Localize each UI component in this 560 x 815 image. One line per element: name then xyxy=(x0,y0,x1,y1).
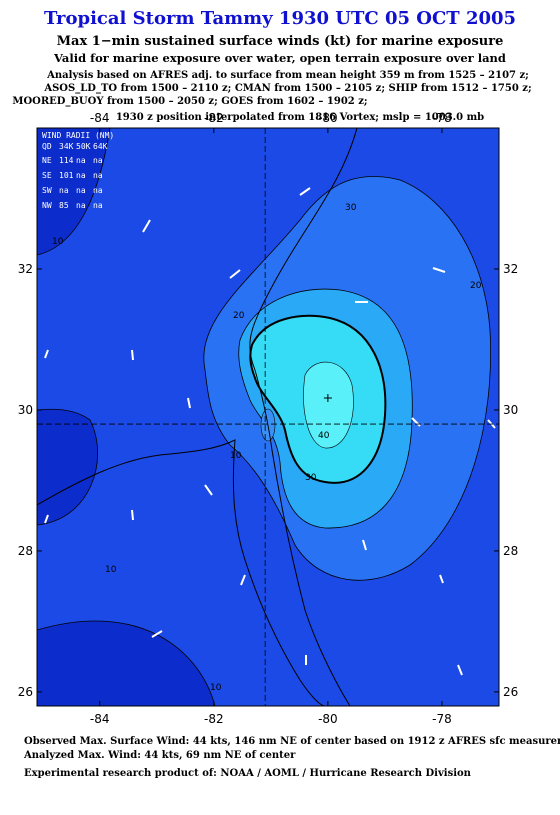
contour-label: 10 xyxy=(230,451,242,461)
coastline xyxy=(249,128,358,706)
wind-barb xyxy=(151,630,163,638)
wind-barb xyxy=(432,267,446,273)
wind-barb xyxy=(299,187,311,196)
wind-barb xyxy=(187,397,191,409)
contour-label: 20 xyxy=(233,311,245,321)
wind-barb xyxy=(131,349,134,361)
lat-tick-label: 32 xyxy=(18,262,33,276)
valid-note: Valid for marine exposure over water, op… xyxy=(53,51,506,65)
map-frame xyxy=(36,127,500,707)
contour-label: 20 xyxy=(470,281,482,291)
wind-radii-header: 64K xyxy=(93,142,108,151)
wind-barb xyxy=(44,514,49,524)
lon-tick-label: -82 xyxy=(204,712,224,726)
lon-tick-label: -84 xyxy=(90,712,110,726)
wind-radii-cell: SW xyxy=(42,186,52,195)
lon-tick-label: -80 xyxy=(318,712,338,726)
wind-radii-cell: na xyxy=(93,201,103,210)
analysis-line: ASOS_LD_TO from 1500 – 2110 z; CMAN from… xyxy=(43,83,531,94)
wind-barb xyxy=(411,417,421,427)
wind-radii-cell: SE xyxy=(42,171,52,180)
wind-radii-cell: na xyxy=(93,186,103,195)
wind-radii-cell: 114 xyxy=(59,156,74,165)
wind-radii-title: WIND RADII (NM) xyxy=(42,131,114,140)
wind-radii-cell: 85 xyxy=(59,201,69,210)
analysis-line: 1930 z position interpolated from 1816 V… xyxy=(116,112,484,123)
wind-barb xyxy=(44,349,49,359)
lat-tick-label: 32 xyxy=(503,262,518,276)
contour-label: 10 xyxy=(105,565,117,575)
lat-tick-label: 30 xyxy=(503,403,518,417)
wind-barb xyxy=(362,539,367,551)
title: Tropical Storm Tammy 1930 UTC 05 OCT 200… xyxy=(44,8,516,29)
lon-tick-label: -84 xyxy=(90,111,110,125)
lat-tick-label: 28 xyxy=(18,544,33,558)
lat-tick-label: 26 xyxy=(503,685,518,699)
contour-label: 40 xyxy=(318,431,330,441)
wind-radii-cell: na xyxy=(76,186,86,195)
wind-radii-cell: na xyxy=(76,156,86,165)
core xyxy=(303,361,354,449)
lon-tick-label: -80 xyxy=(318,111,338,125)
analysis-line: MOORED_BUOY from 1500 – 2050 z; GOES fro… xyxy=(12,96,367,107)
wind-radii-cell: na xyxy=(93,156,103,165)
wind-radii-cell: na xyxy=(93,171,103,180)
contour-label: 30 xyxy=(305,473,317,483)
lat-tick-label: 30 xyxy=(18,403,33,417)
lat-tick-label: 28 xyxy=(503,544,518,558)
wind-barb xyxy=(142,219,151,233)
subtitle: Max 1−min sustained surface winds (kt) f… xyxy=(57,34,504,49)
wind-barb xyxy=(457,664,463,676)
wind-radii-cell: na xyxy=(76,201,86,210)
wind-barb xyxy=(439,574,444,584)
footer-line: Observed Max. Surface Wind: 44 kts, 146 … xyxy=(24,736,560,747)
footer-line: Analyzed Max. Wind: 44 kts, 69 nm NE of … xyxy=(23,750,296,761)
wind-radii-cell: na xyxy=(59,186,69,195)
max-wind-marker xyxy=(323,393,332,402)
map-area: 10 10 20 20 30 40 10 10 30 WIND RADII (NM) QD 34K 50… xyxy=(37,128,499,706)
wind-barb xyxy=(240,574,246,586)
wind-barb xyxy=(229,269,241,279)
wind-radii-header: QD xyxy=(42,142,52,151)
footer-line: Experimental research product of: NOAA /… xyxy=(24,768,472,779)
lon-tick-label: -78 xyxy=(432,712,452,726)
contour-label: 10 xyxy=(52,237,64,247)
contour-label: 30 xyxy=(345,203,357,213)
wind-radii-cell: na xyxy=(76,171,86,180)
lat-tick-label: 26 xyxy=(18,685,33,699)
wind-radii-cell: NW xyxy=(42,201,52,210)
wind-radii-cell: NE xyxy=(42,156,52,165)
lon-tick-label: -82 xyxy=(204,111,224,125)
wind-radii-header: 34K xyxy=(59,142,74,151)
wind-radii-cell: 101 xyxy=(59,171,74,180)
coastline xyxy=(37,439,326,706)
contour-label: 10 xyxy=(210,683,222,693)
lon-tick-label: -78 xyxy=(432,111,452,125)
wind-barb xyxy=(131,509,134,521)
analysis-line: Analysis based on AFRES adj. to surface … xyxy=(46,70,529,81)
wind-radii-header: 50K xyxy=(76,142,91,151)
wind-barb xyxy=(204,484,213,496)
